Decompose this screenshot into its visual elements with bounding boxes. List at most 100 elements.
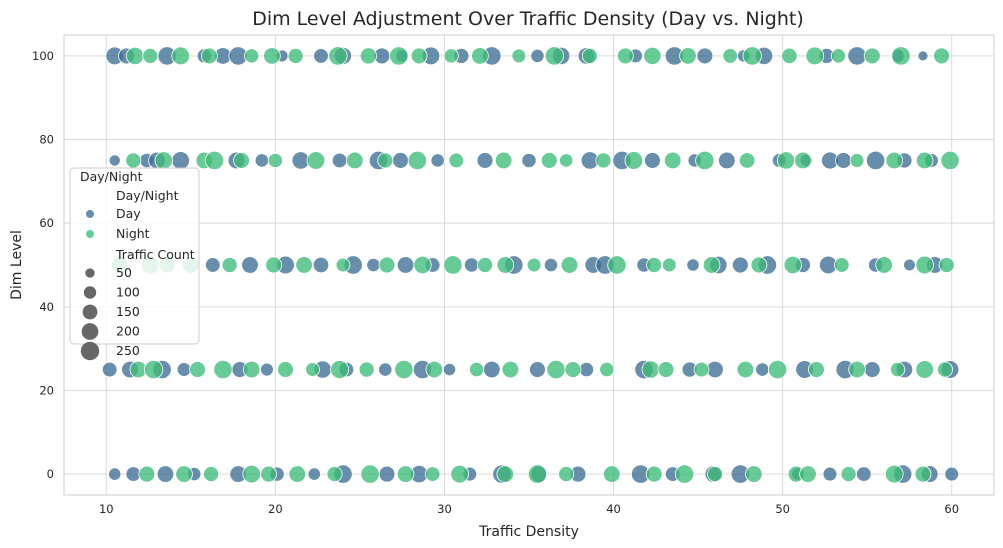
- data-point: [559, 153, 574, 168]
- data-point: [233, 152, 250, 169]
- chart-title: Dim Level Adjustment Over Traffic Densit…: [252, 8, 804, 30]
- data-point: [154, 151, 173, 170]
- data-point: [313, 48, 329, 64]
- data-point: [483, 360, 501, 379]
- data-point: [260, 362, 274, 377]
- data-point: [938, 257, 955, 273]
- data-point: [936, 361, 953, 378]
- data-point: [201, 47, 218, 65]
- plot-frame: [63, 34, 995, 496]
- data-point: [526, 257, 542, 273]
- data-point: [662, 257, 677, 273]
- data-point: [863, 361, 881, 378]
- data-point: [641, 360, 660, 379]
- data-point: [686, 258, 700, 272]
- data-point: [448, 152, 465, 169]
- data-point: [138, 465, 156, 483]
- data-point: [476, 152, 494, 169]
- data-point: [645, 465, 663, 483]
- data-point: [392, 152, 409, 169]
- data-point: [463, 257, 480, 273]
- data-point: [101, 361, 118, 378]
- data-point: [783, 255, 802, 275]
- data-point: [540, 152, 558, 169]
- data-point: [863, 47, 881, 65]
- data-point: [558, 466, 575, 483]
- data-point: [755, 362, 770, 377]
- data-point: [295, 256, 313, 274]
- data-point: [413, 255, 432, 275]
- data-point: [830, 48, 846, 64]
- data-point: [607, 255, 627, 275]
- y-axis-label: Dim Level: [9, 230, 25, 300]
- legend-label-night: Night: [116, 226, 150, 241]
- data-point: [915, 360, 934, 379]
- data-point: [722, 48, 738, 64]
- data-point: [366, 257, 381, 273]
- data-point: [221, 257, 238, 273]
- x-tick-label: 60: [944, 502, 959, 516]
- data-point: [359, 47, 377, 65]
- data-point: [915, 151, 934, 170]
- data-point: [767, 359, 788, 380]
- data-point: [331, 152, 348, 169]
- data-point: [702, 256, 721, 274]
- data-point: [143, 359, 164, 380]
- data-point: [560, 256, 579, 274]
- legend-size-marker: [83, 286, 97, 299]
- data-point: [328, 46, 348, 66]
- data-point: [287, 47, 304, 64]
- data-point: [617, 47, 634, 65]
- data-point: [646, 257, 663, 273]
- data-point: [189, 361, 206, 378]
- data-point: [125, 152, 142, 169]
- data-point: [156, 465, 175, 483]
- data-point: [781, 47, 798, 65]
- data-point: [527, 464, 548, 484]
- legend-size-label: 50: [116, 265, 132, 280]
- data-point: [378, 362, 393, 377]
- legend-title: Day/Night: [80, 169, 143, 184]
- data-point: [108, 467, 122, 481]
- y-tick-label: 100: [32, 49, 54, 63]
- data-point: [277, 361, 294, 378]
- data-point: [599, 361, 615, 378]
- data-point: [738, 152, 756, 169]
- data-point: [265, 256, 283, 274]
- legend-size-marker: [82, 304, 98, 320]
- data-point: [643, 46, 662, 66]
- data-point: [442, 362, 457, 377]
- data-point: [430, 153, 445, 168]
- data-point: [213, 359, 233, 380]
- data-point: [171, 46, 190, 66]
- data-point: [808, 361, 825, 378]
- data-point: [530, 48, 545, 64]
- data-point: [847, 46, 867, 66]
- data-point: [176, 362, 192, 377]
- data-point: [358, 361, 375, 378]
- x-tick-label: 10: [99, 502, 114, 516]
- legend-hue-title: Day/Night: [116, 188, 179, 203]
- legend-size-label: 200: [116, 324, 140, 339]
- data-point: [644, 152, 661, 169]
- data-point: [544, 46, 564, 66]
- data-point: [840, 466, 857, 483]
- data-point: [578, 361, 595, 378]
- data-point: [175, 465, 193, 483]
- data-point: [407, 150, 428, 171]
- data-point: [835, 152, 852, 169]
- legend-size-marker: [80, 341, 100, 361]
- data-point: [394, 359, 414, 380]
- data-point: [335, 257, 351, 273]
- data-point: [521, 152, 537, 169]
- data-point: [378, 465, 396, 483]
- data-point: [469, 361, 485, 378]
- data-point: [242, 464, 261, 484]
- data-point: [849, 153, 865, 168]
- data-point: [805, 46, 825, 66]
- data-point: [731, 256, 749, 274]
- data-point: [914, 465, 932, 483]
- data-point: [443, 255, 463, 275]
- data-point: [663, 151, 682, 170]
- legend-marker-day: [86, 210, 94, 218]
